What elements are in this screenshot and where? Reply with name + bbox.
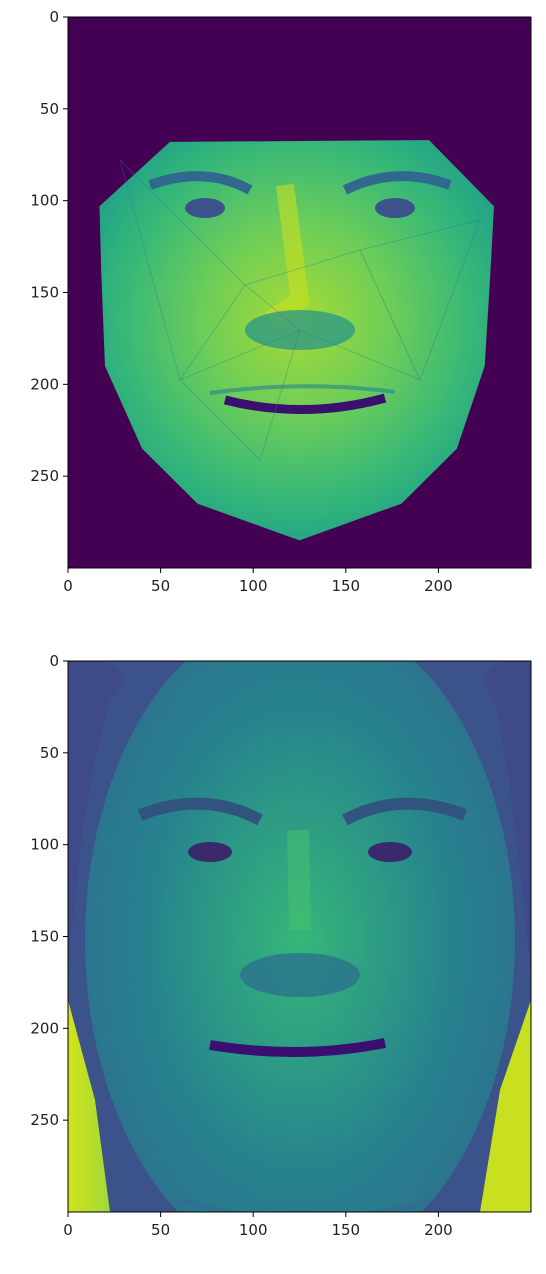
y-tick-label: 100 bbox=[30, 192, 59, 210]
nose-base bbox=[245, 310, 355, 350]
x-tick-label: 50 bbox=[151, 1221, 170, 1239]
x-tick-label: 150 bbox=[331, 577, 360, 595]
mouth bbox=[209, 1038, 386, 1057]
x-tick-label: 100 bbox=[239, 1221, 268, 1239]
x-tick-label: 0 bbox=[63, 577, 73, 595]
left-eyebrow bbox=[148, 171, 253, 195]
x-tick-label: 200 bbox=[424, 1221, 453, 1239]
original-face-image bbox=[68, 661, 531, 1212]
left-hair bbox=[68, 661, 123, 980]
mouth bbox=[223, 393, 387, 415]
y-tick-label: 0 bbox=[49, 8, 59, 26]
x-tick-label: 0 bbox=[63, 1221, 73, 1239]
y-tick-label: 250 bbox=[30, 467, 59, 485]
y-tick-label: 150 bbox=[30, 928, 59, 946]
y-tick-label: 200 bbox=[30, 1019, 59, 1037]
nose-ridge bbox=[287, 829, 311, 931]
right-eyebrow bbox=[342, 171, 452, 195]
right-hair bbox=[484, 661, 531, 980]
warped-face-panel: 0 50 100 150 200 0 50 100 150 200 250 bbox=[30, 8, 532, 595]
y-tick-label: 50 bbox=[40, 744, 59, 762]
bottom-axes-ticks: 0 50 100 150 200 0 50 100 150 200 250 bbox=[30, 652, 452, 1239]
left-eye bbox=[185, 198, 225, 218]
left-eye bbox=[188, 842, 232, 862]
y-tick-label: 50 bbox=[40, 100, 59, 118]
x-tick-label: 200 bbox=[424, 577, 453, 595]
x-tick-label: 100 bbox=[239, 577, 268, 595]
y-tick-label: 150 bbox=[30, 284, 59, 302]
y-tick-label: 100 bbox=[30, 836, 59, 854]
mesh-lines bbox=[119, 159, 481, 461]
chin-shadow bbox=[179, 1197, 431, 1212]
original-face-panel: 0 50 100 150 200 0 50 100 150 200 250 bbox=[30, 652, 532, 1239]
upper-lip bbox=[209, 384, 396, 395]
y-tick-label: 200 bbox=[30, 375, 59, 393]
nose-base bbox=[240, 953, 360, 997]
right-eyebrow bbox=[342, 797, 468, 826]
x-tick-label: 150 bbox=[331, 1221, 360, 1239]
y-tick-label: 0 bbox=[49, 652, 59, 670]
right-eye bbox=[375, 198, 415, 218]
top-axes-ticks: 0 50 100 150 200 0 50 100 150 200 250 bbox=[30, 8, 452, 595]
right-eye bbox=[368, 842, 412, 862]
right-background-corner bbox=[480, 1000, 531, 1212]
y-tick-label: 250 bbox=[30, 1111, 59, 1129]
left-background-corner bbox=[68, 1000, 110, 1212]
face-region bbox=[85, 661, 515, 1212]
x-tick-label: 50 bbox=[151, 577, 170, 595]
left-eyebrow bbox=[137, 797, 263, 826]
warped-face-image bbox=[68, 17, 531, 568]
